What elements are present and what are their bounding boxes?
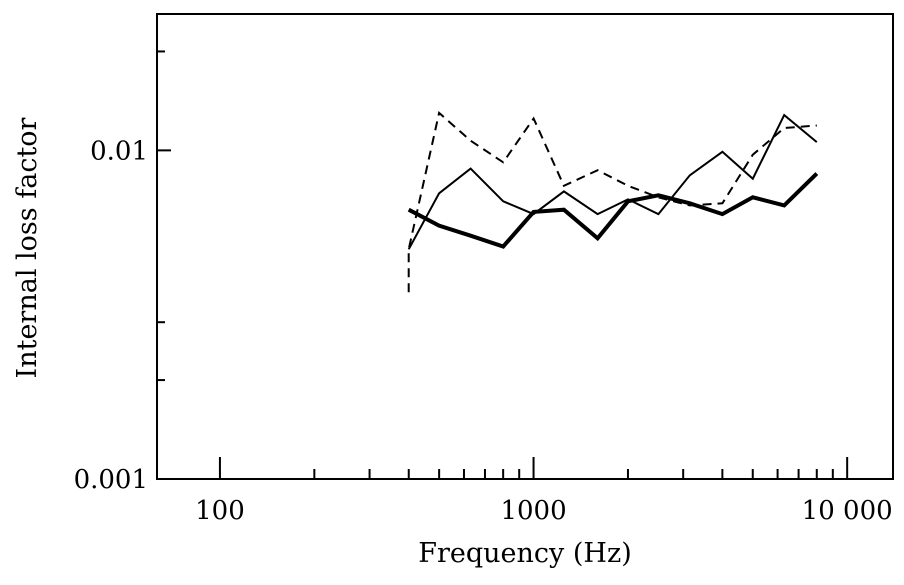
plot-frame — [156, 13, 894, 480]
y-tick-label: 0.001 — [74, 465, 148, 495]
y-tick-label: 0.01 — [90, 136, 148, 166]
y-axis-title: Internal loss factor — [12, 117, 43, 378]
x-axis-title: Frequency (Hz) — [418, 538, 631, 569]
series-line-dashed — [407, 111, 817, 293]
x-tick-label: 10 000 — [802, 496, 893, 526]
tick-labels: 0.001 0.01 100 1000 10 000 — [74, 136, 893, 526]
axis-ticks — [157, 50, 849, 480]
series-layer — [407, 111, 819, 293]
x-tick-label: 100 — [195, 496, 245, 526]
x-tick-label: 1000 — [500, 496, 566, 526]
series-line-thin — [407, 113, 818, 250]
series-line-thick — [407, 172, 819, 249]
